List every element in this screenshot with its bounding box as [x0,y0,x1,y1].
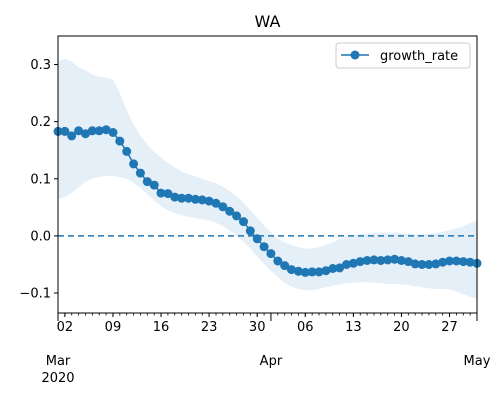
data-point [135,168,145,178]
data-point [342,260,351,269]
x-tick-label: 30 [249,320,266,335]
data-point [259,242,269,252]
data-point [101,125,111,135]
data-point [451,256,461,266]
x-tick-label: 13 [345,320,362,335]
data-point [67,131,77,141]
x-tick-label: 16 [153,320,170,335]
data-point [81,129,90,139]
plot-frame [57,35,478,314]
data-point [163,189,173,199]
data-point [287,265,296,275]
legend-dot-marker [350,50,360,60]
data-point [74,126,84,136]
data-point [218,202,228,212]
data-point [390,254,400,264]
data-point [335,263,345,273]
data-point [376,256,386,265]
y-tick-label: 0.1 [30,172,51,187]
data-point [314,267,324,277]
y-tick-label: −0.1 [19,287,51,302]
data-point [190,194,200,204]
x-tick-label: 27 [441,320,458,335]
data-point [438,257,448,267]
data-point [321,266,331,276]
data-point [280,261,290,271]
data-point [108,128,118,137]
confidence-band [58,58,477,299]
x-month-label: Apr [260,354,283,369]
x-tick-label: 20 [393,320,410,335]
data-point [122,146,132,156]
chart-title: WA [255,12,281,31]
data-point [149,180,159,190]
data-point [129,159,139,169]
data-point [252,234,262,244]
data-point [417,260,427,269]
x-month-label: May [464,354,491,369]
data-point [355,257,365,267]
legend-box [335,42,471,69]
data-point [445,256,454,266]
x-month-label: Mar [46,354,71,369]
y-axis: 0.3 0.2 0.1 0.0 −0.1 [19,58,58,302]
data-point [369,255,379,265]
data-point [300,267,310,277]
data-point [403,257,413,267]
data-point [170,192,180,202]
data-point [293,266,303,276]
data-point [239,217,248,227]
x-tick-label: 02 [57,320,74,335]
data-point [431,259,441,269]
confidence-band-layer [58,58,477,299]
data-point [410,259,420,269]
x-tick-label: 23 [201,320,218,335]
data-point [142,177,152,187]
data-point [307,267,317,277]
data-point [396,256,406,265]
y-tick-label: 0.0 [30,229,51,244]
x-tick-label: 06 [297,320,314,335]
data-point [211,198,221,208]
data-point [115,136,125,146]
data-point [266,249,276,259]
data-point [245,226,255,236]
data-point [184,193,193,203]
y-tick-label: 0.3 [30,58,51,73]
data-point [204,196,214,206]
data-point [156,188,166,198]
data-point [328,264,338,273]
x-year-label: 2020 [41,371,74,386]
data-point [60,126,70,136]
x-axis: 02 09 16 23 30 06 13 20 27 Mar 2020 Apr May [41,313,491,386]
data-point [362,256,372,265]
data-point [87,126,97,136]
data-point [458,257,468,267]
data-point [94,126,104,136]
legend: growth_rate [335,42,471,69]
data-point [225,206,235,216]
data-point [348,258,358,268]
y-tick-label: 0.2 [30,115,51,130]
data-point [273,256,283,266]
data-point [197,195,207,205]
data-point [177,193,187,203]
x-tick-label: 09 [105,320,122,335]
data-point [232,211,242,221]
legend-entry-growth-rate: growth_rate [380,49,458,64]
data-point [383,255,393,265]
data-point [424,260,434,269]
data-point [465,257,475,267]
